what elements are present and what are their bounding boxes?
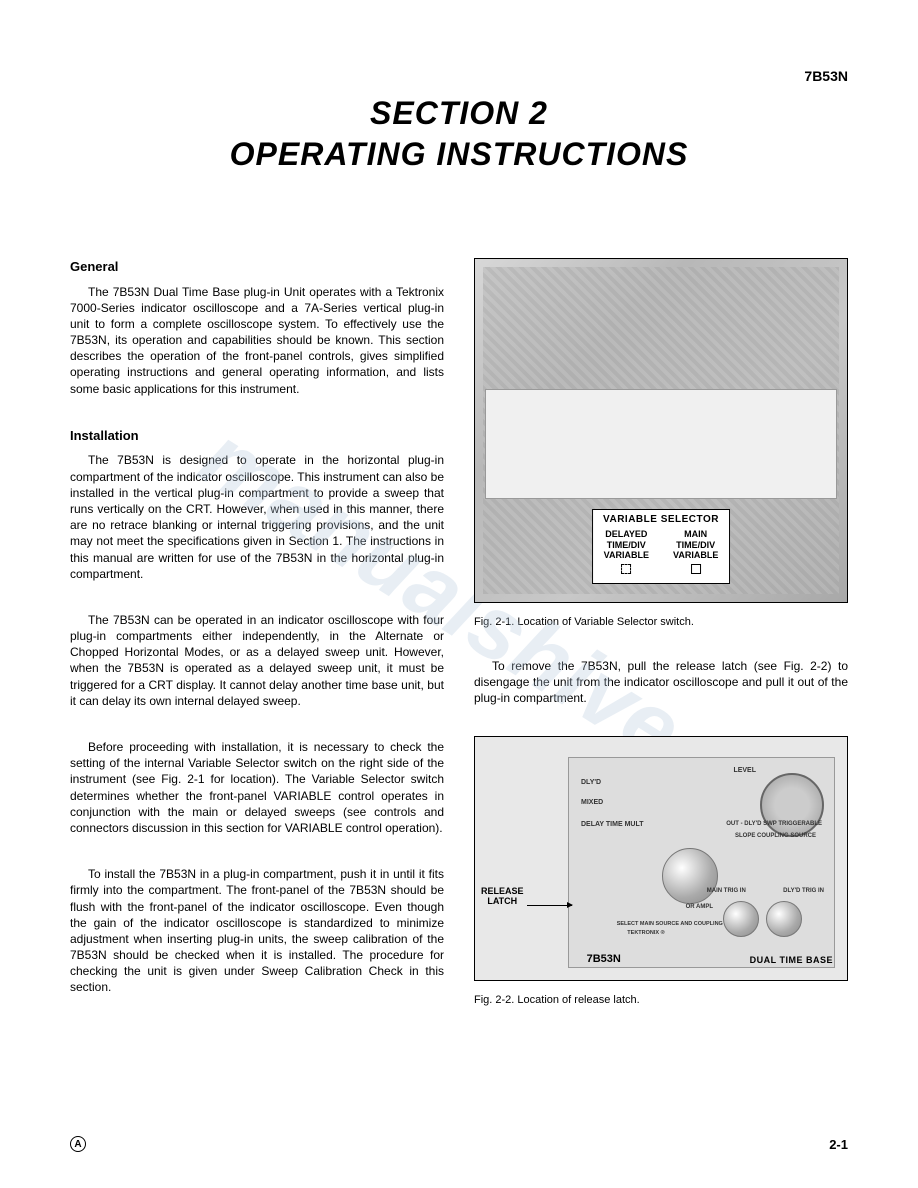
label-select-source: SELECT MAIN SOURCE AND COUPLING — [617, 922, 723, 928]
label-main: MAIN — [673, 529, 718, 540]
label-variable-2: VARIABLE — [673, 550, 718, 561]
label-slope-coupling: SLOPE COUPLING SOURCE — [735, 832, 816, 840]
paragraph-install-1: The 7B53N is designed to operate in the … — [70, 452, 444, 582]
page-footer: A 2-1 — [70, 1136, 848, 1152]
delay-time-knob — [662, 848, 718, 904]
label-mixed: MIXED — [581, 798, 603, 807]
right-column: VARIABLE SELECTOR DELAYED TIME/DIV VARIA… — [474, 258, 848, 1036]
header-model: 7B53N — [804, 68, 848, 84]
label-variable-1: VARIABLE — [604, 550, 649, 561]
section-title: OPERATING INSTRUCTIONS — [70, 136, 848, 173]
selector-col-delayed: DELAYED TIME/DIV VARIABLE — [604, 529, 649, 577]
left-column: General The 7B53N Dual Time Base plug-in… — [70, 258, 444, 1036]
footer-mark-icon: A — [70, 1136, 86, 1152]
section-number: SECTION 2 — [70, 95, 848, 132]
bnc-main-trig — [723, 901, 759, 937]
panel-model: 7B53N — [587, 952, 621, 967]
label-timediv-2: TIME/DIV — [673, 540, 718, 551]
page-number: 2-1 — [829, 1137, 848, 1152]
square-icon-dashed — [621, 564, 631, 574]
front-panel: DLY'D MIXED LEVEL DELAY TIME MULT OUT - … — [568, 757, 835, 968]
label-delayed: DELAYED — [604, 529, 649, 540]
bnc-dly-trig — [766, 901, 802, 937]
label-out-dly: OUT - DLY'D SWP TRIGGERABLE — [726, 820, 822, 828]
figure-2-1-band — [485, 389, 837, 499]
two-column-layout: General The 7B53N Dual Time Base plug-in… — [70, 258, 848, 1036]
paragraph-remove: To remove the 7B53N, pull the release la… — [474, 658, 848, 707]
label-level: LEVEL — [733, 766, 756, 775]
paragraph-install-3: Before proceeding with installation, it … — [70, 739, 444, 836]
label-delay-time: DELAY TIME MULT — [581, 820, 643, 829]
selector-col-main: MAIN TIME/DIV VARIABLE — [673, 529, 718, 577]
label-tektronix: TEKTRONIX ® — [627, 930, 664, 937]
heading-installation: Installation — [70, 427, 444, 445]
label-dly-trig: DLY'D TRIG IN — [783, 887, 824, 895]
label-timediv-1: TIME/DIV — [604, 540, 649, 551]
paragraph-install-4: To install the 7B53N in a plug-in compar… — [70, 866, 444, 996]
panel-dual-time-base: DUAL TIME BASE — [750, 954, 833, 966]
figure-2-1: VARIABLE SELECTOR DELAYED TIME/DIV VARIA… — [474, 258, 848, 603]
label-dlyd: DLY'D — [581, 778, 601, 787]
square-icon-solid — [691, 564, 701, 574]
caption-fig-2-1: Fig. 2-1. Location of Variable Selector … — [474, 615, 848, 630]
variable-selector-title: VARIABLE SELECTOR — [603, 514, 719, 526]
label-main-trig: MAIN TRIG IN — [707, 887, 746, 895]
variable-selector-label: VARIABLE SELECTOR DELAYED TIME/DIV VARIA… — [592, 509, 730, 584]
caption-fig-2-2: Fig. 2-2. Location of release latch. — [474, 993, 848, 1008]
release-latch-label: RELEASE LATCH — [481, 887, 524, 907]
label-or-ampl: OR AMPL — [686, 903, 713, 911]
paragraph-install-2: The 7B53N can be operated in an indicato… — [70, 612, 444, 709]
heading-general: General — [70, 258, 444, 276]
figure-2-2: DLY'D MIXED LEVEL DELAY TIME MULT OUT - … — [474, 736, 848, 981]
arrow-icon — [527, 905, 572, 906]
paragraph-general: The 7B53N Dual Time Base plug-in Unit op… — [70, 284, 444, 397]
